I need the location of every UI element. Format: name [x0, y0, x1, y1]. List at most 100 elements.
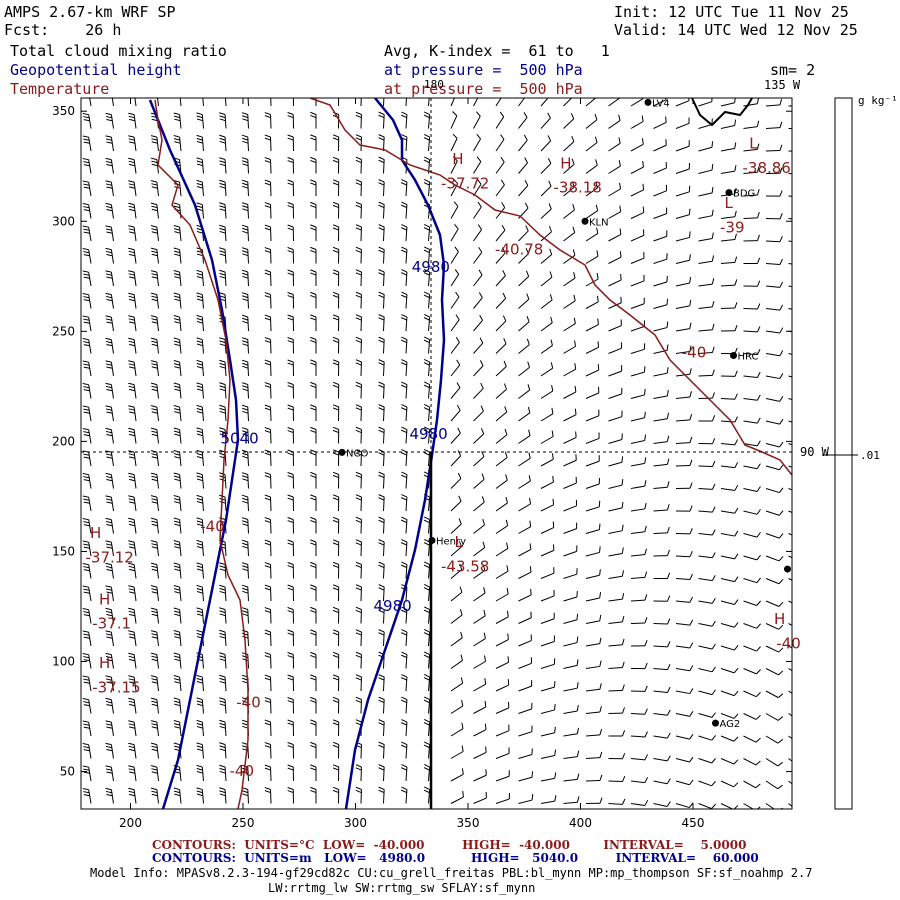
- wind-barb: [743, 463, 761, 470]
- wind-barb: [518, 179, 529, 197]
- wind-barb: [608, 410, 623, 422]
- wind-barb: [196, 314, 204, 332]
- wind-barb: [310, 381, 317, 399]
- wind-barb: [150, 720, 159, 737]
- wind-barb: [82, 383, 92, 399]
- wind-barb: [401, 111, 408, 129]
- wind-barb: [219, 787, 227, 804]
- wind-barb: [518, 543, 532, 557]
- wind-barb: [630, 115, 644, 129]
- wind-barb: [264, 292, 272, 309]
- wind-barb: [653, 367, 669, 377]
- wind-barb: [743, 98, 760, 107]
- wind-barb: [540, 430, 554, 444]
- wind-barb: [653, 504, 670, 512]
- wind-barb: [150, 315, 159, 332]
- field-height-label: Geopotential height: [10, 61, 182, 79]
- wind-barb: [82, 225, 92, 242]
- wind-barb: [585, 273, 599, 287]
- wind-barb: [150, 630, 159, 647]
- wind-barb: [473, 98, 479, 107]
- wind-barb: [675, 711, 694, 717]
- wind-barb: [173, 787, 182, 804]
- wind-barb: [128, 517, 137, 534]
- wind-barb: [287, 112, 294, 129]
- wind-barb: [310, 674, 317, 692]
- wind-barb: [423, 561, 431, 579]
- wind-barb: [423, 449, 431, 467]
- wind-barb: [355, 471, 362, 489]
- wind-barb: [608, 501, 624, 512]
- wind-barb: [698, 118, 713, 129]
- wind-barb: [450, 495, 462, 512]
- wind-barb: [378, 291, 385, 309]
- temperature-label: H: [99, 654, 110, 672]
- wind-barb: [698, 232, 714, 242]
- wind-barb: [473, 700, 487, 714]
- wind-barb: [401, 426, 408, 444]
- wind-barb: [105, 135, 114, 152]
- wind-barb: [196, 674, 204, 692]
- wind-barb: [128, 787, 137, 804]
- station-marker: [581, 217, 589, 225]
- wind-barb: [518, 293, 530, 309]
- wind-barb: [150, 562, 159, 579]
- wind-barb: [585, 728, 603, 737]
- wind-barb: [720, 233, 737, 242]
- wind-barb: [219, 607, 227, 624]
- temperature-label: H: [560, 154, 571, 172]
- wind-barb: [378, 201, 385, 219]
- wind-barb: [608, 228, 622, 242]
- wind-barb: [653, 732, 671, 739]
- wind-barb: [332, 134, 340, 152]
- wind-barb: [196, 269, 204, 287]
- wind-barb: [82, 698, 92, 714]
- wind-barb: [355, 359, 362, 377]
- wind-barb: [675, 254, 691, 264]
- wind-barb: [495, 724, 510, 737]
- wind-barb: [540, 498, 555, 512]
- temperature-label: -37.1: [92, 614, 131, 632]
- y-tick-label: 150: [52, 544, 75, 558]
- wind-barb: [423, 291, 431, 309]
- wind-barb: [698, 735, 716, 741]
- wind-barb: [332, 494, 340, 512]
- wind-barb: [401, 494, 408, 512]
- wind-barb: [495, 156, 505, 174]
- wind-barb: [241, 562, 249, 579]
- wind-barb: [378, 134, 385, 152]
- fcst-label: Fcst:: [4, 21, 50, 39]
- y-tick-label: 200: [52, 434, 75, 448]
- wind-barb: [473, 632, 486, 647]
- wind-barb: [720, 507, 739, 514]
- wind-barb: [653, 595, 671, 602]
- wind-barb: [173, 225, 182, 242]
- wind-barb: [423, 404, 431, 422]
- wind-barb: [765, 144, 783, 152]
- wind-barb: [765, 713, 784, 721]
- wind-barb: [264, 494, 272, 512]
- wind-barb: [355, 696, 362, 714]
- wind-barb: [241, 134, 249, 152]
- wind-barb: [82, 720, 92, 737]
- wind-barb: [540, 339, 553, 354]
- wind-barb: [743, 417, 761, 424]
- y-tick-label: 50: [60, 765, 75, 779]
- wind-barb: [332, 291, 340, 309]
- wind-barb: [287, 427, 294, 444]
- wind-barb: [196, 719, 204, 737]
- wind-barb: [788, 735, 792, 740]
- wind-barb: [264, 562, 272, 579]
- wind-barb: [630, 480, 647, 489]
- wind-barb: [150, 787, 159, 804]
- wind-barb: [287, 337, 294, 354]
- wind-barb: [518, 497, 532, 512]
- wind-barb: [150, 292, 159, 309]
- wind-barb: [788, 398, 792, 401]
- wind-barb: [608, 684, 625, 692]
- wind-barb: [698, 780, 716, 787]
- wind-barb: [401, 561, 408, 579]
- wind-barb: [653, 618, 671, 625]
- wind-barb: [765, 167, 783, 174]
- wind-barb: [378, 719, 385, 737]
